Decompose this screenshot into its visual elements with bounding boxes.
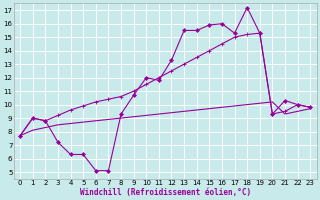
X-axis label: Windchill (Refroidissement éolien,°C): Windchill (Refroidissement éolien,°C) bbox=[80, 188, 251, 197]
